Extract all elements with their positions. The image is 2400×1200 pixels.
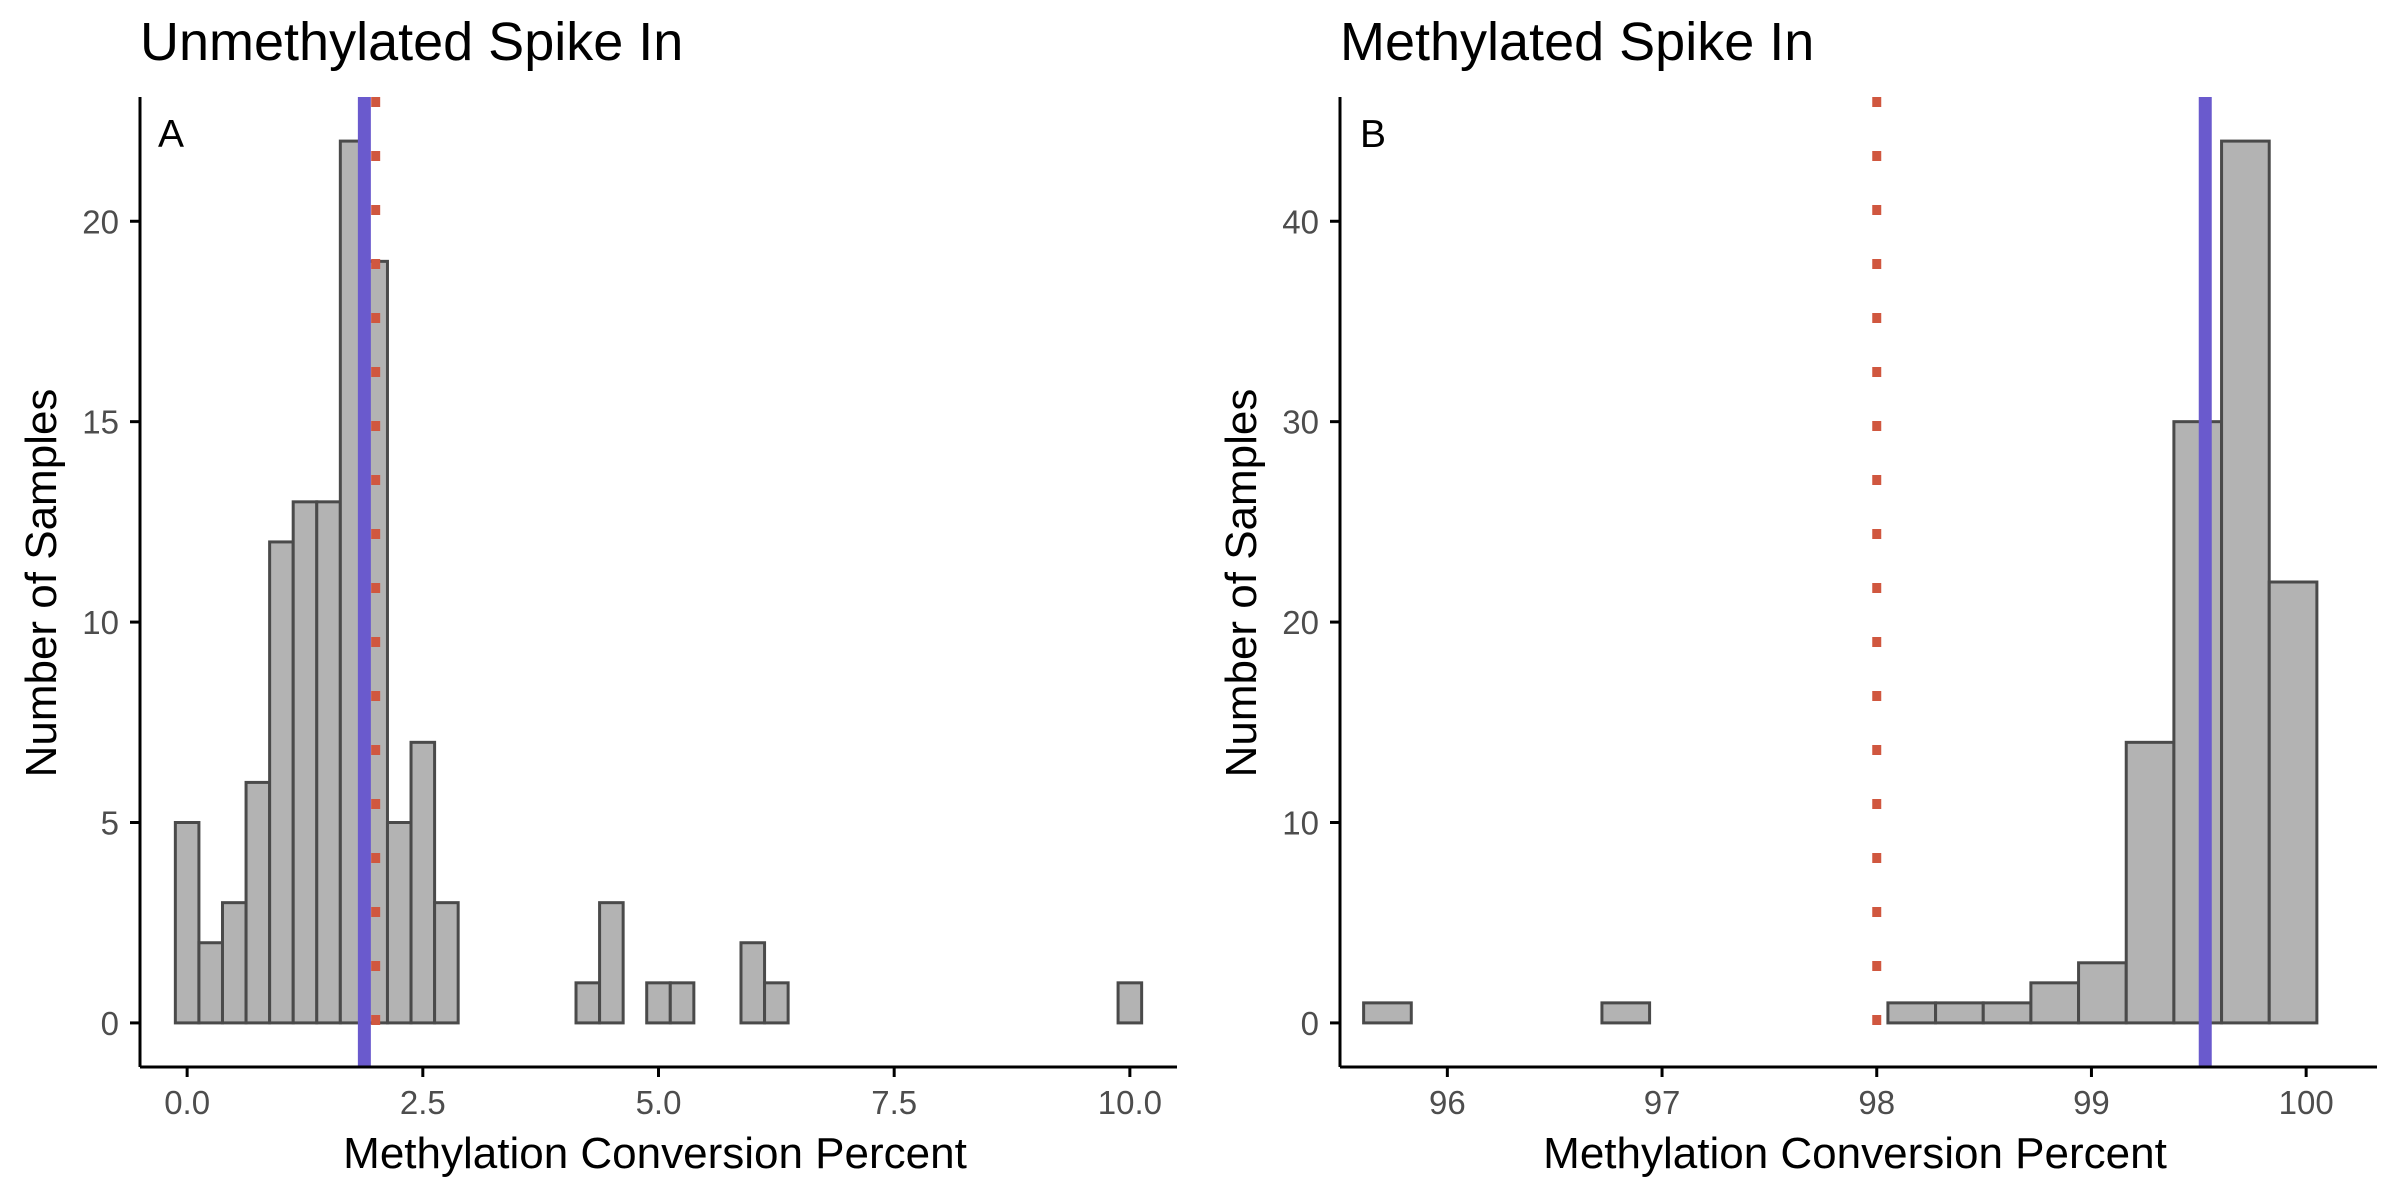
histogram-bar	[315, 500, 342, 1025]
y-tick-label: 20	[1282, 604, 1319, 641]
x-tick-label: 0.0	[164, 1084, 210, 1121]
panel-b: Methylated Spike In B 96 97 98 99 100 0 10 20 30…	[1217, 12, 2377, 1178]
panel-a-ticks: 0.0 2.5 5.0 7.5 10.0 0 5 10 15 20	[82, 203, 1162, 1121]
histogram-bar	[2267, 580, 2319, 1025]
panel-a-tag: A	[158, 113, 184, 156]
panel-b-tag: B	[1360, 113, 1386, 156]
histogram-bar	[2220, 139, 2271, 1025]
panel-b-y-axis-title: Number of Samples	[1217, 389, 1266, 778]
histogram-bar	[1116, 981, 1144, 1025]
panel-b-bars	[1362, 139, 2319, 1025]
panel-a-x-axis-title: Methylation Conversion Percent	[343, 1129, 967, 1178]
y-tick-label: 20	[82, 203, 119, 240]
histogram-bar	[1981, 1001, 2033, 1025]
x-tick-label: 10.0	[1098, 1084, 1162, 1121]
y-tick-label: 40	[1282, 203, 1319, 240]
histogram-bar	[268, 540, 295, 1025]
x-tick-label: 96	[1429, 1084, 1466, 1121]
panel-a: Unmethylated Spike In A 0.0 2.5 5.0 7.5 10.0…	[17, 12, 1177, 1178]
panel-b-axes	[1338, 97, 2377, 1069]
x-tick-label: 2.5	[400, 1084, 446, 1121]
y-tick-label: 5	[101, 804, 119, 841]
x-tick-label: 7.5	[871, 1084, 917, 1121]
histogram-bar	[173, 821, 201, 1025]
histogram-bar	[645, 981, 672, 1025]
y-tick-label: 10	[1282, 804, 1319, 841]
histogram-bar	[433, 901, 460, 1025]
histogram-bar	[409, 740, 437, 1025]
panel-a-reference-lines	[357, 97, 381, 1067]
histogram-bar	[220, 901, 248, 1025]
histogram-bar	[1934, 1001, 1985, 1025]
histogram-bar	[739, 941, 767, 1025]
panel-b-reference-lines	[1872, 97, 2212, 1067]
y-tick-label: 0	[101, 1005, 119, 1042]
x-tick-label: 100	[2279, 1084, 2334, 1121]
y-tick-label: 0	[1301, 1005, 1319, 1042]
histogram-bar	[2172, 420, 2224, 1025]
histogram-bar	[2124, 740, 2176, 1025]
panel-a-title: Unmethylated Spike In	[140, 12, 683, 72]
histogram-bar	[763, 981, 790, 1025]
histogram-bar	[244, 780, 272, 1025]
panel-b-title: Methylated Spike In	[1340, 12, 1814, 72]
panel-b-x-axis-title: Methylation Conversion Percent	[1543, 1129, 2167, 1178]
histogram-bar	[1362, 1001, 1413, 1025]
histogram-bar	[598, 901, 625, 1025]
histogram-bar	[197, 941, 224, 1025]
histogram-bar	[1600, 1001, 1652, 1025]
histogram-bar	[574, 981, 602, 1025]
y-tick-label: 15	[82, 404, 119, 441]
panel-a-y-axis-title: Number of Samples	[17, 389, 66, 778]
x-tick-label: 97	[1644, 1084, 1681, 1121]
panel-a-bars	[173, 139, 1144, 1025]
histogram-bar	[2029, 981, 2081, 1025]
y-tick-label: 10	[82, 604, 119, 641]
x-tick-label: 98	[1858, 1084, 1895, 1121]
histogram-bar	[2077, 961, 2128, 1025]
x-tick-label: 5.0	[636, 1084, 682, 1121]
histogram-bar	[668, 981, 696, 1025]
panel-b-ticks: 96 97 98 99 100 0 10 20 30 40	[1282, 203, 2333, 1121]
histogram-bar	[291, 500, 319, 1025]
x-tick-label: 99	[2073, 1084, 2110, 1121]
histogram-bar	[1886, 1001, 1938, 1025]
y-tick-label: 30	[1282, 404, 1319, 441]
histogram-bar	[385, 821, 413, 1025]
